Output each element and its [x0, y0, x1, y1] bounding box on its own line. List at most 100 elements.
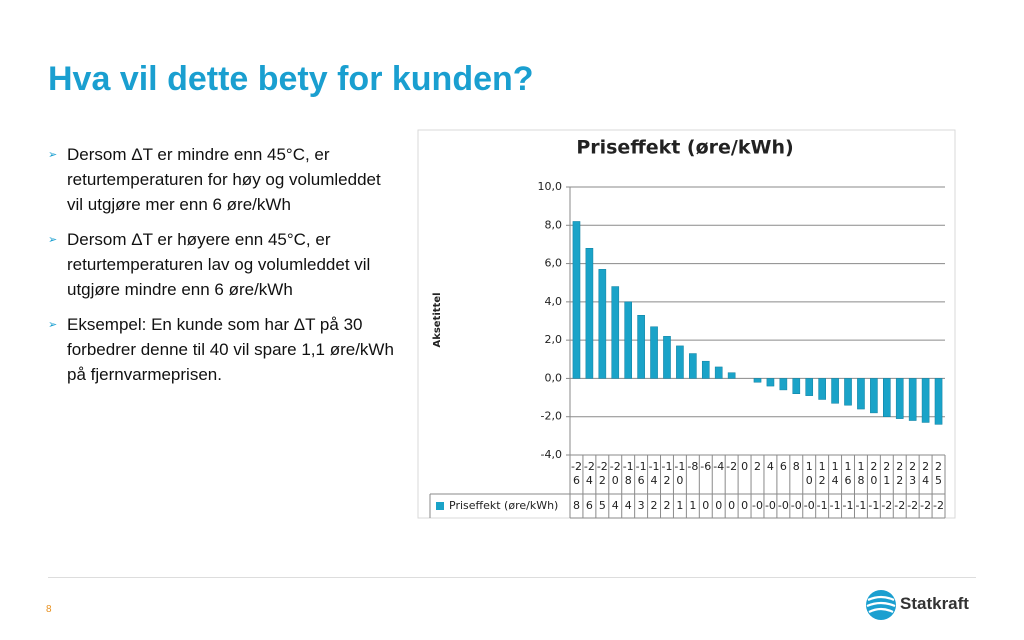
bar [624, 301, 632, 379]
bullet: Dersom ΔT er mindre enn 45°C, er returte… [48, 142, 398, 217]
legend-swatch [436, 502, 444, 510]
bar [831, 378, 839, 404]
bar [572, 221, 581, 379]
data-table-value: 1 [689, 499, 697, 512]
bar [895, 378, 904, 419]
data-table-value: -1 [829, 499, 841, 512]
data-table-value: 8 [572, 499, 580, 512]
y-axis-title: Aksetittel [432, 292, 443, 347]
page-number: 8 [46, 604, 52, 615]
x-tick-label: -12 [661, 460, 673, 487]
logo-text: Statkraft [900, 594, 969, 613]
data-table-value: 0 [741, 499, 749, 512]
x-tick-label: 8 [792, 460, 800, 473]
bar [857, 378, 865, 410]
x-tick-label: -6 [700, 460, 712, 473]
bar [921, 378, 930, 423]
x-tick-label: 12 [818, 460, 826, 487]
bar [663, 336, 671, 379]
bar [714, 366, 723, 379]
legend-label: Priseffekt (øre/kWh) [449, 499, 558, 512]
y-tick-label: 10,0 [538, 180, 563, 193]
data-table-value: -0 [803, 499, 815, 512]
x-tick-label: 22 [896, 460, 904, 487]
data-table-value: 1 [676, 499, 684, 512]
data-table-value: 2 [663, 499, 671, 512]
data-table-value: 2 [650, 499, 658, 512]
bar [883, 378, 891, 417]
data-table-value: -0 [777, 499, 789, 512]
data-table-value: -1 [855, 499, 867, 512]
x-tick-label: -8 [687, 460, 699, 473]
bar [753, 378, 762, 383]
data-table-value: -2 [920, 499, 932, 512]
bar [870, 378, 878, 414]
bar [779, 378, 788, 391]
bar [650, 326, 658, 379]
x-tick-label: 14 [831, 460, 839, 487]
x-tick-label: -22 [596, 460, 608, 487]
bar [934, 378, 943, 425]
bar [805, 378, 814, 396]
x-tick-label: 25 [935, 460, 943, 487]
data-table-value: 0 [715, 499, 723, 512]
bar [908, 378, 917, 421]
x-tick-label: 24 [922, 460, 930, 487]
bar [844, 378, 852, 406]
x-tick-label: -4 [713, 460, 725, 473]
x-tick-label: 0 [741, 460, 749, 473]
data-table-value: -2 [881, 499, 893, 512]
data-table-value: -2 [894, 499, 906, 512]
x-tick-label: -26 [570, 460, 582, 487]
data-table-value: 4 [611, 499, 619, 512]
slide-title: Hva vil dette bety for kunden? [48, 60, 534, 98]
bullet: Dersom ΔT er høyere enn 45°C, er returte… [48, 227, 398, 302]
chart-title: Priseffekt (øre/kWh) [576, 137, 793, 159]
x-tick-label: -18 [622, 460, 634, 487]
data-table-value: 6 [585, 499, 593, 512]
y-tick-label: -2,0 [541, 410, 562, 423]
x-tick-label: 2 [754, 460, 761, 473]
bar [585, 248, 594, 379]
data-table-value: -0 [790, 499, 802, 512]
data-table-value: 3 [637, 499, 645, 512]
bar [689, 353, 697, 379]
data-table-value: 5 [598, 499, 606, 512]
x-tick-label: -14 [648, 460, 660, 487]
x-tick-label: 20 [870, 460, 878, 487]
y-tick-label: 6,0 [545, 257, 563, 270]
bullet-list: Dersom ΔT er mindre enn 45°C, er returte… [48, 142, 398, 397]
x-tick-label: -24 [583, 460, 595, 487]
x-tick-label: 21 [883, 460, 891, 487]
y-tick-label: 4,0 [545, 295, 563, 308]
x-tick-label: -2 [726, 460, 738, 473]
y-tick-label: 8,0 [545, 218, 563, 231]
x-tick-label: -10 [674, 460, 686, 487]
bullet: Eksempel: En kunde som har ΔT på 30 forb… [48, 312, 398, 387]
data-table-value: -0 [752, 499, 763, 512]
bar [818, 378, 826, 400]
x-tick-label: 16 [844, 460, 852, 487]
data-table-value: 4 [624, 499, 632, 512]
logo-icon [866, 590, 896, 620]
footer-line [48, 577, 976, 578]
data-table-value: -1 [816, 499, 828, 512]
x-tick-label: -20 [609, 460, 621, 487]
x-tick-label: 4 [766, 460, 774, 473]
y-tick-label: -4,0 [541, 448, 562, 461]
data-table-value: 0 [702, 499, 710, 512]
x-tick-label: 10 [805, 460, 813, 487]
data-table-value: 0 [728, 499, 736, 512]
bar [727, 372, 736, 379]
bar [598, 269, 607, 379]
bar [792, 378, 801, 394]
data-table-value: -2 [907, 499, 919, 512]
bar [611, 286, 620, 379]
x-tick-label: 23 [909, 460, 917, 487]
bar [676, 345, 684, 379]
bar [701, 360, 710, 379]
bar [766, 378, 775, 387]
y-tick-label: 2,0 [545, 333, 563, 346]
